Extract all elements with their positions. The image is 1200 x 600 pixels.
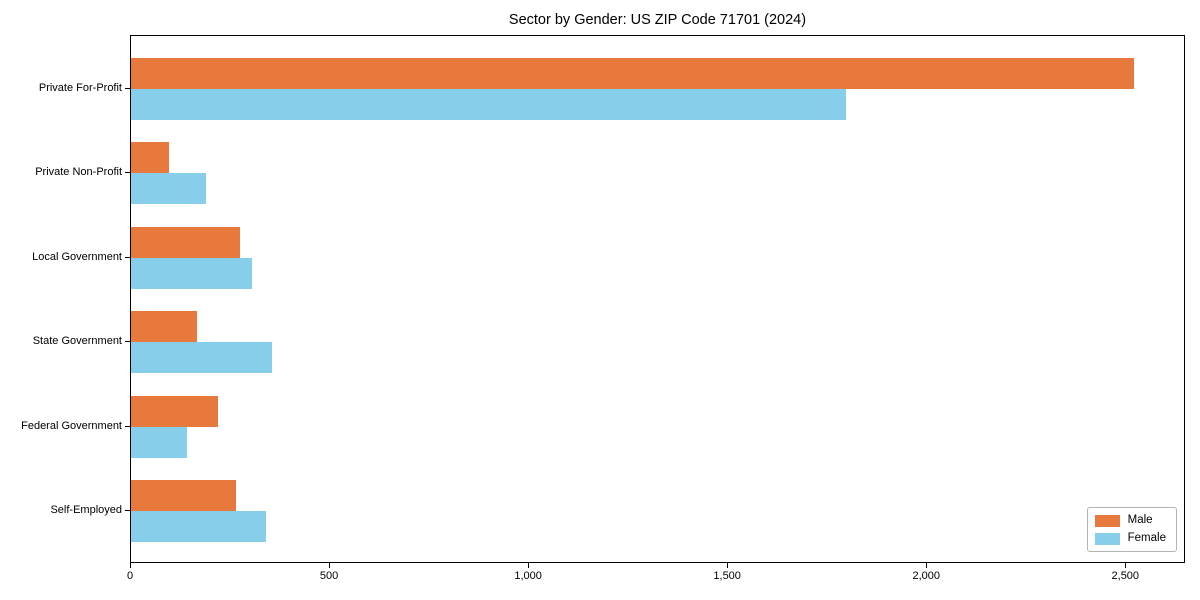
y-axis-label: Private Non-Profit	[35, 166, 122, 179]
y-axis: Private For-Profit Private Non-Profit Loca…	[0, 35, 122, 563]
bar-male	[131, 226, 241, 258]
bar-male	[131, 311, 197, 343]
plot-area	[130, 35, 1185, 563]
bar-male	[131, 480, 237, 512]
y-axis-label: Local Government	[32, 250, 122, 263]
bar-female	[131, 173, 207, 205]
x-tick-label: 500	[319, 570, 339, 582]
y-axis-label: State Government	[32, 335, 122, 348]
x-tick-label: 2,500	[1111, 570, 1140, 582]
legend-label: Male	[1127, 514, 1153, 526]
legend-swatch-male	[1094, 514, 1120, 527]
legend-label: Female	[1127, 532, 1166, 544]
bar-female	[131, 342, 273, 374]
y-tick-mark	[125, 510, 130, 512]
y-tick-mark	[125, 87, 130, 89]
chart-title: Sector by Gender: US ZIP Code 71701 (202…	[508, 12, 807, 28]
x-tick-mark	[528, 563, 530, 568]
y-axis-label: Private For-Profit	[38, 81, 122, 94]
x-tick-label: 0	[126, 570, 134, 582]
x-tick-mark	[926, 563, 928, 568]
bar-female	[131, 257, 253, 289]
y-axis-label: Federal Government	[21, 419, 122, 432]
legend: Male Female	[1086, 507, 1177, 552]
x-tick-mark	[130, 563, 131, 568]
y-tick-mark	[125, 425, 130, 427]
x-tick-label: 1,000	[514, 570, 542, 582]
legend-entry: Male	[1094, 514, 1166, 527]
legend-entry: Female	[1094, 532, 1166, 545]
y-tick-mark	[125, 256, 130, 258]
x-tick-mark	[1125, 563, 1127, 568]
bar-male	[131, 395, 219, 427]
bar-male	[131, 142, 169, 174]
x-tick-label: 2,000	[912, 570, 940, 582]
legend-swatch-female	[1094, 532, 1120, 545]
bar-female	[131, 511, 267, 543]
x-tick-mark	[727, 563, 729, 568]
bar-female	[131, 88, 847, 120]
y-axis-label: Self-Employed	[50, 504, 122, 517]
bar-female	[131, 426, 187, 458]
x-tick-mark	[329, 563, 331, 568]
bar-male	[131, 57, 1135, 89]
y-tick-mark	[125, 341, 130, 343]
x-tick-label: 1,500	[713, 570, 741, 582]
y-tick-mark	[125, 172, 130, 174]
